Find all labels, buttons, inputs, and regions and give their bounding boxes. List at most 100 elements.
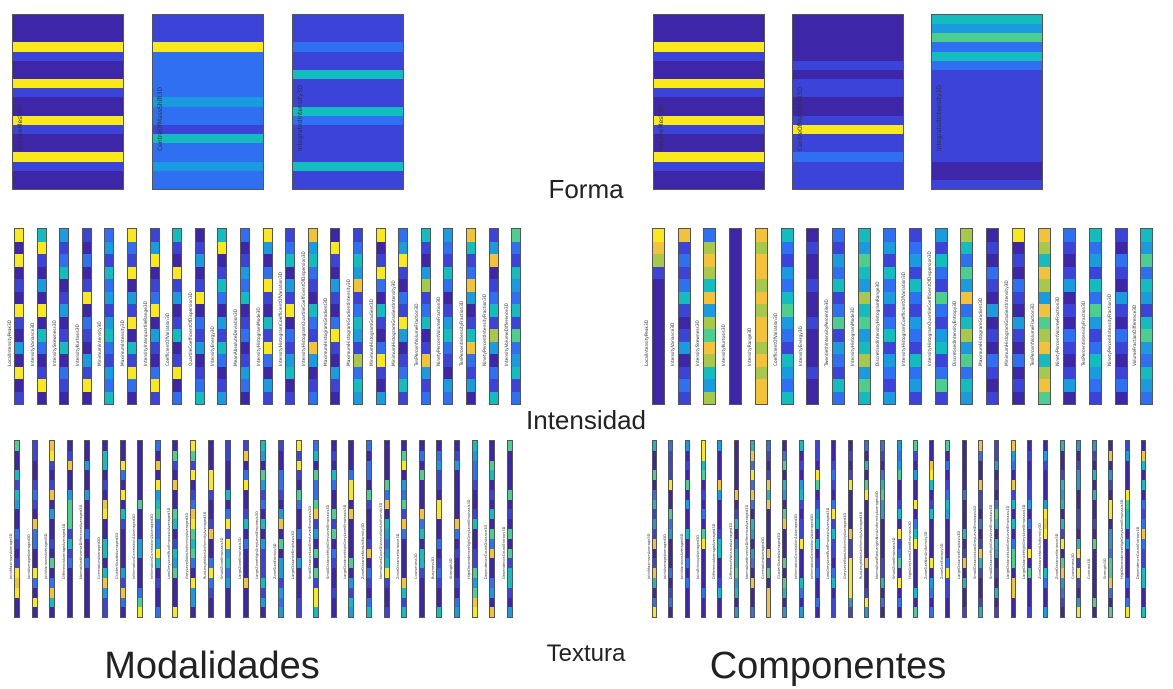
feature-strip xyxy=(292,14,404,190)
heatmap-cell xyxy=(331,266,340,279)
heatmap-cell xyxy=(32,587,37,598)
feature-strip xyxy=(652,228,665,405)
heatmap-cell xyxy=(296,470,301,481)
heatmap-cell xyxy=(226,558,231,569)
heatmap-cell xyxy=(331,279,340,292)
feature-label: VolumeFractionDifference3D xyxy=(1133,304,1139,366)
heatmap-cell xyxy=(730,229,742,242)
heatmap-cell xyxy=(979,558,982,569)
feature-label: SmallZoneEmphasis3D xyxy=(220,537,225,579)
heatmap-cell xyxy=(384,607,389,618)
feature-strip xyxy=(1108,440,1114,618)
feature-label: IntensityHistogramCoefficientOfVariation… xyxy=(279,271,285,366)
heatmap-cell xyxy=(103,450,107,461)
heatmap-cell xyxy=(1093,607,1097,618)
heatmap-cell xyxy=(173,548,178,559)
heatmap-cell xyxy=(155,587,160,598)
heatmap-cell xyxy=(103,577,107,588)
heatmap-cell xyxy=(37,366,46,379)
heatmap-cell xyxy=(455,509,459,520)
heatmap-cell xyxy=(331,509,336,520)
heatmap-cell xyxy=(226,460,231,471)
heatmap-cell xyxy=(150,366,159,379)
feature-label: InformationCorrelation2Averaged3D xyxy=(149,514,154,579)
heatmap-cell xyxy=(832,379,844,392)
heatmap-cell xyxy=(1109,587,1113,598)
heatmap-cell xyxy=(467,241,475,254)
heatmap-cell xyxy=(807,341,819,354)
heatmap-cell xyxy=(734,489,738,500)
heatmap-cell xyxy=(807,354,819,367)
heatmap-cell xyxy=(832,391,844,404)
heatmap-cell xyxy=(15,460,19,471)
heatmap-cell xyxy=(512,266,521,279)
heatmap-cell xyxy=(807,391,819,404)
heatmap-cell xyxy=(472,480,477,490)
heatmap-cell xyxy=(208,538,213,549)
heatmap-cell xyxy=(241,329,249,342)
heatmap-cell xyxy=(120,519,125,530)
heatmap-cell xyxy=(995,558,999,569)
heatmap-cell xyxy=(987,329,999,342)
heatmap-cell xyxy=(1038,366,1050,379)
heatmap-cell xyxy=(807,254,819,267)
heatmap-cell xyxy=(913,538,917,549)
heatmap-cell xyxy=(730,266,742,279)
heatmap-cell xyxy=(799,558,803,569)
heatmap-cell xyxy=(1060,460,1064,471)
heatmap-cell xyxy=(367,470,371,481)
heatmap-cell xyxy=(910,291,921,304)
heatmap-cell xyxy=(293,79,403,89)
heatmap-cell xyxy=(935,229,947,242)
heatmap-cell xyxy=(669,509,673,520)
heatmap-cell xyxy=(261,450,266,461)
heatmap-cell xyxy=(402,499,407,510)
heatmap-cell xyxy=(263,266,272,279)
heatmap-cell xyxy=(138,470,143,481)
heatmap-cell xyxy=(103,529,107,539)
heatmap-cell xyxy=(37,291,46,304)
heatmap-cell xyxy=(308,241,317,254)
heatmap-cell xyxy=(367,480,371,490)
heatmap-cell xyxy=(1011,441,1015,451)
heatmap-cell xyxy=(755,379,767,392)
heatmap-cell xyxy=(512,241,521,254)
heatmap-cell xyxy=(1060,607,1064,618)
heatmap-cell xyxy=(308,329,317,342)
heatmap-cell xyxy=(455,519,459,530)
heatmap-cell xyxy=(490,450,495,461)
heatmap-cell xyxy=(85,548,90,559)
heatmap-cell xyxy=(153,42,263,52)
heatmap-cell xyxy=(793,51,903,61)
heatmap-cell xyxy=(507,597,512,608)
heatmap-cell xyxy=(399,316,408,329)
heatmap-cell xyxy=(138,480,143,490)
heatmap-cell xyxy=(1109,509,1113,520)
feature-label: ZoneSizeEntropy3D xyxy=(940,543,945,579)
heatmap-cell xyxy=(103,597,107,608)
heatmap-cell xyxy=(367,509,371,520)
heatmap-cell xyxy=(1109,607,1113,618)
heatmap-cell xyxy=(399,304,408,317)
heatmap-cell xyxy=(881,460,885,471)
heatmap-cell xyxy=(799,538,803,549)
heatmap-cell xyxy=(793,170,903,180)
heatmap-cell xyxy=(1011,587,1015,598)
heatmap-cell xyxy=(1012,366,1024,379)
heatmap-cell xyxy=(150,329,159,342)
heatmap-cell xyxy=(910,379,921,392)
heatmap-cell xyxy=(734,597,738,608)
heatmap-cell xyxy=(730,241,742,254)
heatmap-cell xyxy=(654,134,764,144)
heatmap-cell xyxy=(832,519,836,530)
heatmap-cell xyxy=(173,607,178,618)
heatmap-cell xyxy=(153,60,263,70)
heatmap-cell xyxy=(105,329,114,342)
heatmap-cell xyxy=(67,548,72,559)
heatmap-cell xyxy=(750,480,754,490)
feature-label: IntensityHistogramQuartileCoefficientOfD… xyxy=(927,251,933,366)
heatmap-cell xyxy=(653,529,656,539)
heatmap-cell xyxy=(354,254,362,267)
heatmap-cell xyxy=(1115,379,1127,392)
heatmap-cell xyxy=(153,124,263,135)
